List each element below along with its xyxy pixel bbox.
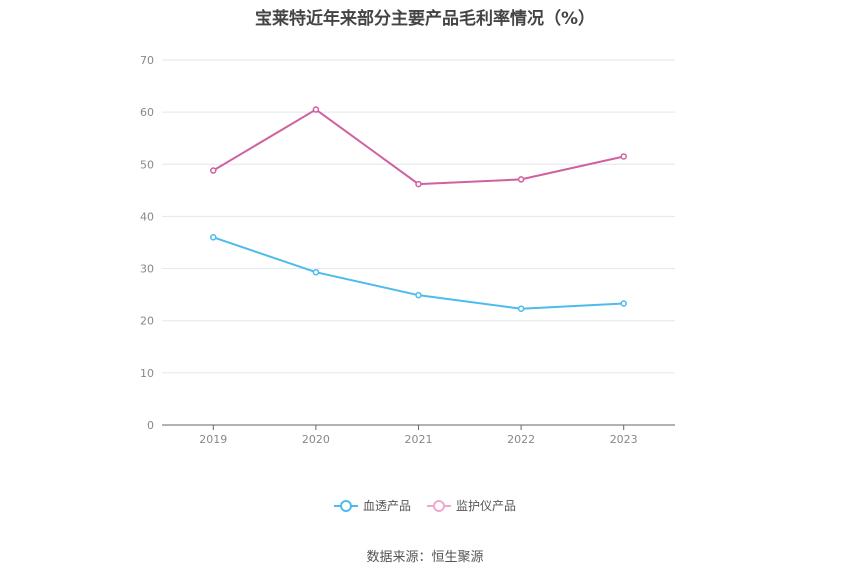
data-point[interactable] <box>210 234 217 241</box>
y-tick-label: 0 <box>147 419 154 432</box>
legend-item-blood-dialysis[interactable]: 血透产品 <box>333 497 411 514</box>
series-layer <box>210 106 627 312</box>
legend-label: 监护仪产品 <box>456 499 517 513</box>
data-point[interactable] <box>415 180 422 188</box>
legend-marker-icon <box>333 499 358 512</box>
x-tick-label: 2022 <box>507 433 535 446</box>
legend-label: 血透产品 <box>362 499 411 513</box>
y-tick-label: 10 <box>140 367 154 380</box>
x-tick-label: 2021 <box>405 433 433 446</box>
source-note: 数据来源：恒生聚源 <box>366 550 484 565</box>
data-point[interactable] <box>517 305 525 312</box>
x-tick-label: 2020 <box>302 433 330 446</box>
data-point[interactable] <box>210 167 217 174</box>
legend-item-monitor[interactable]: 监护仪产品 <box>427 497 516 514</box>
x-tick-label: 2023 <box>610 433 638 446</box>
legend-marker-icon <box>427 499 451 512</box>
data-point[interactable] <box>620 153 627 160</box>
y-tick-label: 70 <box>140 54 154 67</box>
series-line <box>212 108 624 186</box>
chart-title: 宝莱特近年来部分主要产品毛利率情况（%） <box>254 9 596 29</box>
y-tick-label: 50 <box>140 158 154 171</box>
axis-layer: 0 10 20 30 40 50 60 70 2019 2020 2021 2022 2023 <box>140 54 675 446</box>
data-point[interactable] <box>312 106 320 113</box>
legend: 血透产品 监护仪产品 <box>0 497 850 514</box>
data-point[interactable] <box>620 300 627 307</box>
x-tick-label: 2019 <box>199 433 227 446</box>
y-tick-label: 60 <box>140 106 154 119</box>
y-tick-label: 20 <box>140 315 154 328</box>
data-point[interactable] <box>312 268 320 276</box>
data-point[interactable] <box>517 176 525 183</box>
y-tick-label: 30 <box>140 263 154 276</box>
line-chart: 0 10 20 30 40 50 60 70 2019 2020 2021 2022 2023 <box>140 54 675 446</box>
y-tick-label: 40 <box>140 210 154 223</box>
data-point[interactable] <box>415 291 422 299</box>
grid-layer <box>162 59 675 374</box>
